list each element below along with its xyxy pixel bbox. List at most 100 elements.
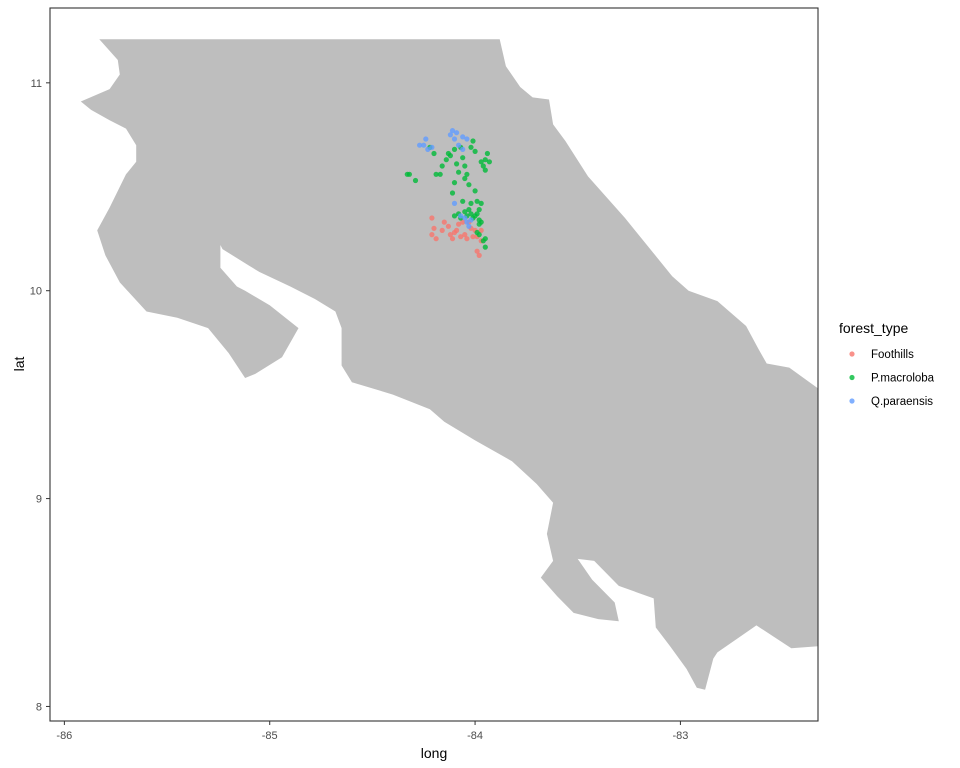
data-point [458, 234, 464, 240]
data-point [482, 244, 488, 250]
data-point [406, 171, 412, 177]
data-point [425, 146, 431, 152]
data-point [441, 219, 447, 225]
data-point [429, 232, 435, 238]
data-point [476, 221, 482, 227]
x-axis-title: long [421, 745, 447, 761]
x-tick-label: -85 [262, 730, 278, 742]
data-point [454, 161, 460, 167]
data-point [445, 223, 451, 229]
data-point [462, 232, 468, 238]
y-tick-label: 10 [30, 286, 42, 298]
data-point [449, 128, 456, 134]
data-point [451, 180, 458, 186]
data-point [460, 198, 466, 204]
data-point [478, 200, 484, 206]
data-point [466, 223, 472, 229]
y-axis-title: lat [11, 357, 27, 372]
data-point [482, 157, 488, 163]
legend-item: P.macroloba [849, 373, 935, 385]
legend-label: P.macroloba [871, 373, 935, 385]
y-axis: 8 9 10 11 [30, 78, 50, 713]
data-point [449, 190, 456, 196]
data-point [462, 163, 468, 169]
data-point [468, 200, 474, 206]
data-point [447, 153, 453, 159]
data-point [466, 182, 472, 188]
data-point [451, 213, 458, 219]
data-point [437, 171, 443, 177]
data-point [474, 248, 480, 254]
data-point [456, 142, 462, 148]
legend-key [849, 351, 855, 357]
data-point [460, 146, 466, 152]
data-point [468, 217, 474, 223]
data-point [474, 229, 480, 236]
series-q-paraensis [417, 128, 474, 229]
data-point [460, 134, 466, 140]
legend-item: Foothills [849, 349, 914, 361]
plot-border [49, 7, 819, 722]
series-p-macroloba [404, 138, 492, 250]
data-point [451, 146, 458, 152]
data-point [464, 136, 470, 142]
data-point [460, 155, 466, 161]
data-point [447, 232, 453, 238]
legend-label: Q.paraensis [871, 396, 933, 408]
legend-items: Foothills P.macroloba Q.paraensis [849, 349, 935, 408]
x-tick-label: -84 [467, 730, 483, 742]
data-point [472, 188, 478, 194]
data-point [476, 252, 482, 258]
legend-item: Q.paraensis [849, 396, 933, 408]
data-point [449, 236, 456, 242]
data-point [454, 227, 460, 233]
data-point [454, 130, 460, 136]
data-point [429, 144, 435, 150]
land-layer [80, 39, 819, 690]
data-point [433, 236, 439, 242]
data-point [470, 234, 476, 240]
data-point [421, 142, 427, 148]
data-point [462, 175, 468, 182]
data-point [464, 219, 470, 225]
y-tick-label: 11 [31, 78, 42, 90]
data-point [456, 221, 462, 227]
data-point [482, 167, 488, 173]
data-points-layer [404, 128, 492, 258]
y-tick-label: 9 [36, 494, 42, 506]
data-point [472, 148, 478, 154]
data-point [464, 171, 470, 177]
data-point [486, 159, 492, 165]
data-point [478, 227, 484, 233]
data-point [431, 225, 437, 231]
data-point [468, 211, 474, 217]
data-point [439, 163, 445, 169]
data-point [462, 215, 468, 221]
data-point [474, 211, 480, 217]
legend-key [849, 398, 855, 404]
x-tick-label: -83 [672, 730, 688, 742]
y-tick-label: 8 [36, 701, 42, 713]
data-point [480, 163, 486, 169]
data-point [468, 144, 474, 150]
data-point [484, 150, 490, 157]
x-axis: -86 -85 -84 -83 [56, 721, 688, 742]
data-point [431, 150, 437, 157]
data-point [460, 219, 466, 225]
data-point [478, 159, 484, 165]
data-point [470, 138, 476, 144]
data-point [458, 213, 464, 219]
costa-rica-land [80, 39, 819, 690]
data-point [423, 136, 429, 142]
data-point [456, 169, 462, 175]
data-point [462, 209, 468, 215]
data-point [466, 207, 472, 213]
data-point [482, 236, 488, 242]
x-tick-label: -86 [56, 730, 72, 742]
data-point [451, 200, 458, 206]
data-point [412, 177, 419, 184]
data-point [474, 198, 480, 204]
legend-title: forest_type [839, 320, 908, 336]
legend: forest_type Foothills P.macroloba Q.paraen… [839, 320, 935, 408]
